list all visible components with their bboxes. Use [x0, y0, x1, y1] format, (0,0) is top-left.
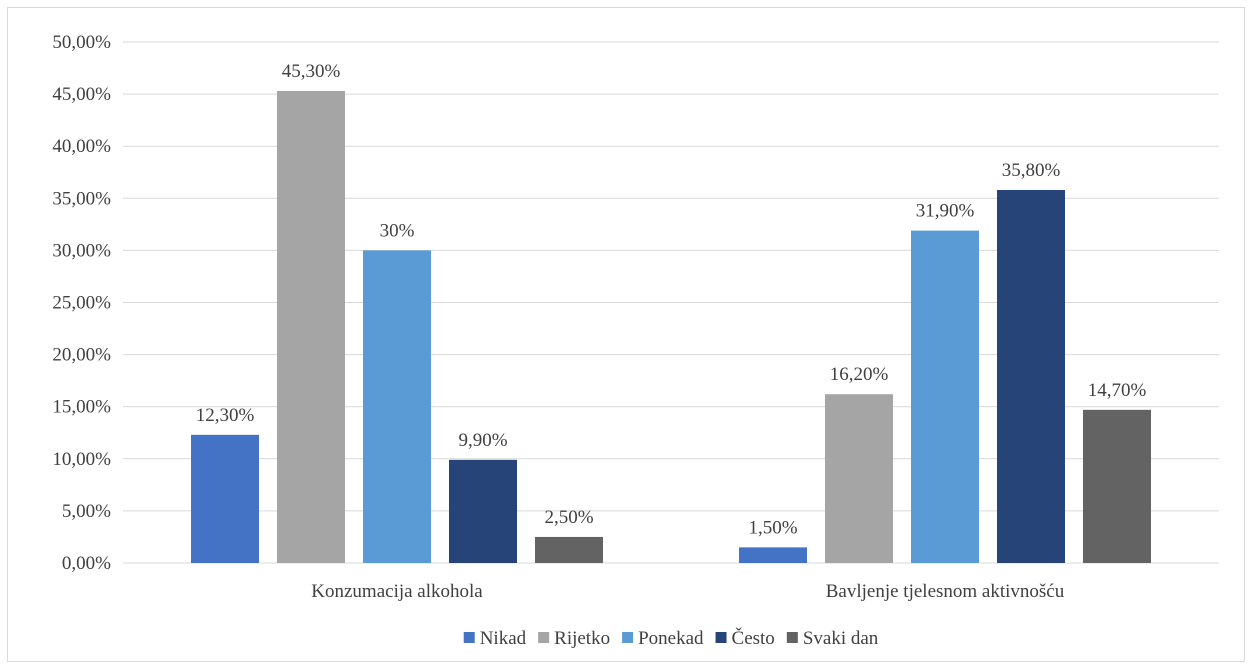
data-label: 45,30% — [282, 61, 341, 82]
bar — [449, 459, 517, 563]
bar — [739, 547, 807, 563]
legend-swatch — [786, 632, 798, 643]
legend-label: Često — [732, 627, 775, 649]
y-tick-label: 30,00% — [52, 240, 111, 261]
y-tick-label: 45,00% — [52, 84, 111, 105]
bar — [277, 90, 345, 563]
legend-swatch — [538, 632, 550, 643]
data-label: 16,20% — [830, 364, 889, 385]
data-label: 1,50% — [748, 517, 797, 538]
legend-swatch — [463, 632, 475, 643]
data-label: 31,90% — [916, 201, 975, 222]
y-tick-label: 50,00% — [52, 32, 111, 53]
data-label: 9,90% — [458, 430, 507, 451]
legend-swatch — [715, 632, 727, 643]
bar — [1083, 409, 1151, 563]
data-label: 30% — [380, 220, 415, 241]
bar — [363, 250, 431, 563]
bar — [825, 394, 893, 563]
legend-label: Svaki dan — [803, 628, 879, 649]
legend-label: Ponekad — [638, 628, 704, 649]
y-tick-label: 35,00% — [52, 188, 111, 209]
legend-label: Nikad — [480, 628, 527, 649]
y-tick-label: 40,00% — [52, 136, 111, 157]
y-tick-label: 10,00% — [52, 449, 111, 470]
data-label: 12,30% — [196, 405, 255, 426]
x-category-label: Konzumacija alkohola — [311, 581, 483, 602]
bar — [911, 230, 979, 564]
x-category-label: Bavljenje tjelesnom aktivnošću — [826, 581, 1065, 602]
legend-label: Rijetko — [554, 628, 610, 649]
legend-swatch — [622, 632, 634, 643]
y-tick-label: 20,00% — [52, 345, 111, 366]
y-tick-label: 5,00% — [62, 501, 111, 522]
bar — [535, 536, 603, 563]
bar — [191, 434, 259, 563]
data-label: 14,70% — [1088, 380, 1147, 401]
bar — [997, 189, 1065, 564]
data-label: 35,80% — [1002, 160, 1061, 181]
y-tick-label: 15,00% — [52, 397, 111, 418]
y-tick-label: 0,00% — [62, 553, 111, 574]
data-label: 2,50% — [544, 507, 593, 528]
y-tick-label: 25,00% — [52, 293, 111, 314]
